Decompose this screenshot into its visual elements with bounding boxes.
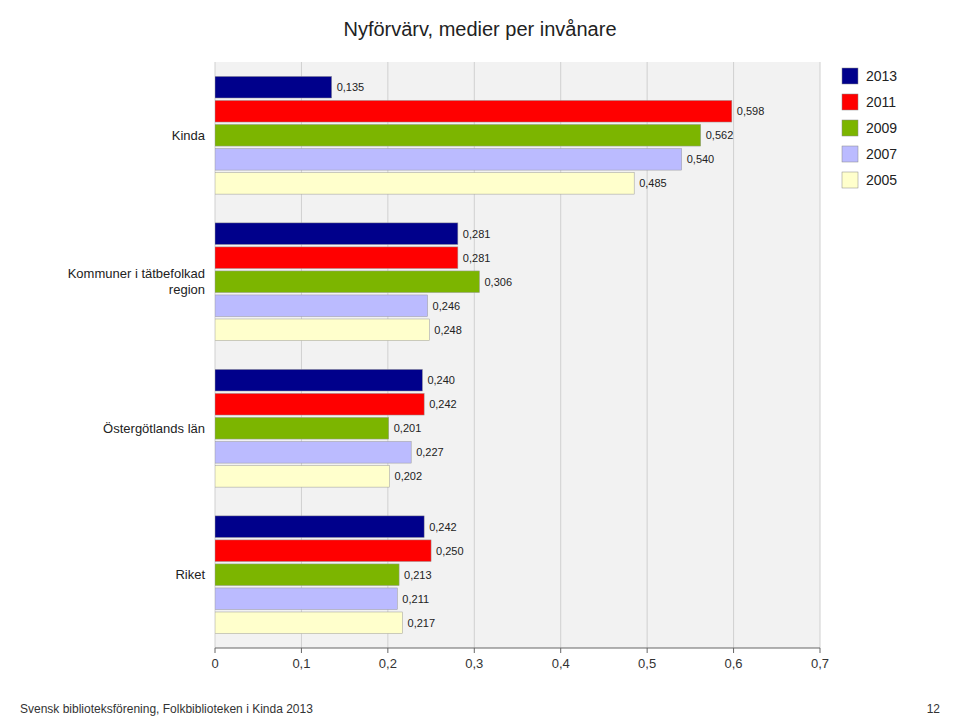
- grid: [215, 62, 820, 648]
- legend-swatch: [842, 68, 858, 84]
- x-tick-label: 0,1: [292, 656, 310, 671]
- bar: [215, 417, 389, 439]
- legend-swatch: [842, 94, 858, 110]
- x-tick: [647, 648, 648, 653]
- data-label: 0,306: [484, 276, 512, 288]
- x-tick: [474, 648, 475, 653]
- data-label: 0,242: [429, 398, 457, 410]
- bar: [215, 124, 701, 146]
- data-label: 0,213: [404, 569, 432, 581]
- category-label-line: Riket: [175, 567, 205, 582]
- x-tick-label: 0,2: [379, 656, 397, 671]
- legend-swatch: [842, 172, 858, 188]
- data-label: 0,485: [639, 177, 667, 189]
- data-label: 0,248: [434, 324, 462, 336]
- bar: [215, 247, 458, 269]
- x-tick-label: 0,7: [811, 656, 829, 671]
- x-tick: [387, 648, 388, 653]
- x-tick-label: 0: [211, 656, 218, 671]
- data-label: 0,246: [433, 300, 461, 312]
- bar: [215, 100, 732, 122]
- bar: [215, 172, 634, 194]
- plot-background: [215, 62, 820, 648]
- data-label: 0,540: [687, 153, 715, 165]
- bar: [215, 319, 429, 341]
- data-label: 0,242: [429, 521, 457, 533]
- bar: [215, 516, 424, 538]
- x-tick-label: 0,6: [725, 656, 743, 671]
- data-label: 0,201: [394, 422, 422, 434]
- grid-line: [820, 62, 821, 648]
- data-label: 0,281: [463, 252, 491, 264]
- x-axis: 0 0,1 0,2 0,3 0,4 0,5 0,6 0,7: [211, 648, 829, 671]
- data-label: 0,211: [402, 593, 429, 605]
- category-label-line: Östergötlands län: [103, 421, 205, 436]
- data-label: 0,562: [706, 129, 734, 141]
- y-axis: Kinda Kommuner i tätbefolkadregion Östergö…: [68, 128, 206, 583]
- category-label: Östergötlands län: [103, 421, 205, 436]
- legend-label: 2009: [866, 120, 897, 136]
- x-tick: [215, 648, 216, 653]
- bars: [215, 76, 732, 633]
- data-label: 0,281: [463, 228, 491, 240]
- legend-label: 2013: [866, 68, 897, 84]
- bar: [215, 465, 390, 487]
- category-label: Riket: [175, 567, 205, 582]
- category-label-line: Kommuner i tätbefolkad: [68, 266, 205, 281]
- data-label: 0,217: [408, 617, 436, 629]
- bar: [215, 76, 332, 98]
- bar: [215, 148, 682, 170]
- bar: [215, 369, 422, 391]
- chart: Nyförvärv, medier per invånare 0 0,1 0,2 0,3…: [0, 0, 960, 727]
- data-label: 0,202: [395, 470, 423, 482]
- x-tick: [733, 648, 734, 653]
- footer-note: Svensk biblioteksförening, Folkbibliotek…: [20, 702, 313, 716]
- data-labels: 0,135 0,281 0,240 0,242 0,598 0,281 0,242 0,250…: [337, 81, 765, 629]
- legend-label: 2005: [866, 172, 897, 188]
- x-axis-line: [215, 648, 820, 649]
- bar: [215, 295, 428, 317]
- bar: [215, 393, 424, 415]
- bar: [215, 588, 397, 610]
- x-tick-label: 0,5: [638, 656, 656, 671]
- x-tick: [301, 648, 302, 653]
- data-label: 0,598: [737, 105, 765, 117]
- footer-note: 12: [927, 702, 941, 716]
- legend: 2013 2011 2009 2007 2005: [842, 68, 897, 188]
- x-tick-label: 0,3: [465, 656, 483, 671]
- legend-swatch: [842, 146, 858, 162]
- x-tick-label: 0,4: [552, 656, 570, 671]
- data-label: 0,250: [436, 545, 464, 557]
- data-label: 0,227: [416, 446, 444, 458]
- category-label: Kinda: [172, 128, 206, 143]
- data-label: 0,240: [427, 374, 455, 386]
- category-label: Kommuner i tätbefolkadregion: [68, 266, 205, 297]
- title: Nyförvärv, medier per invånare: [343, 18, 616, 40]
- data-label: 0,135: [337, 81, 365, 93]
- bar: [215, 223, 458, 245]
- bar: [215, 540, 431, 562]
- bar: [215, 612, 403, 634]
- category-label-line: region: [169, 282, 205, 297]
- legend-label: 2011: [866, 94, 896, 110]
- x-tick: [560, 648, 561, 653]
- bar: [215, 271, 479, 293]
- category-label-line: Kinda: [172, 128, 206, 143]
- legend-label: 2007: [866, 146, 897, 162]
- grid-line: [733, 62, 734, 648]
- bar: [215, 564, 399, 586]
- x-tick: [820, 648, 821, 653]
- bar: [215, 441, 411, 463]
- legend-swatch: [842, 120, 858, 136]
